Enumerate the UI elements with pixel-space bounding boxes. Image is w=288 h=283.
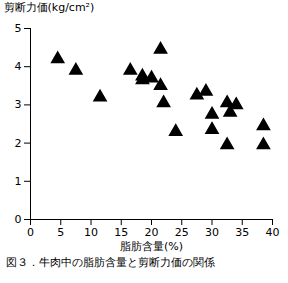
svg-text:脂肪含量(%): 脂肪含量(%) [120, 240, 183, 253]
svg-text:4: 4 [15, 60, 22, 73]
svg-text:剪断力価(kg/cm²): 剪断力価(kg/cm²) [4, 1, 95, 14]
svg-text:25: 25 [175, 226, 189, 239]
svg-text:5: 5 [15, 22, 22, 35]
svg-text:1: 1 [15, 175, 22, 188]
html-text:図３．牛肉中の脂肪含量と剪断力価の関係: 図３．牛肉中の脂肪含量と剪断力価の関係 [6, 256, 215, 269]
svg-text:3: 3 [15, 98, 22, 111]
svg-text:2: 2 [15, 137, 22, 150]
svg-text:0: 0 [15, 213, 22, 226]
svg-text:10: 10 [84, 226, 98, 239]
svg-text:30: 30 [205, 226, 219, 239]
svg-text:15: 15 [114, 226, 128, 239]
svg-text:35: 35 [235, 226, 249, 239]
svg-text:40: 40 [266, 226, 280, 239]
svg-text:20: 20 [145, 226, 159, 239]
svg-text:5: 5 [57, 226, 64, 239]
svg-text:0: 0 [27, 226, 34, 239]
